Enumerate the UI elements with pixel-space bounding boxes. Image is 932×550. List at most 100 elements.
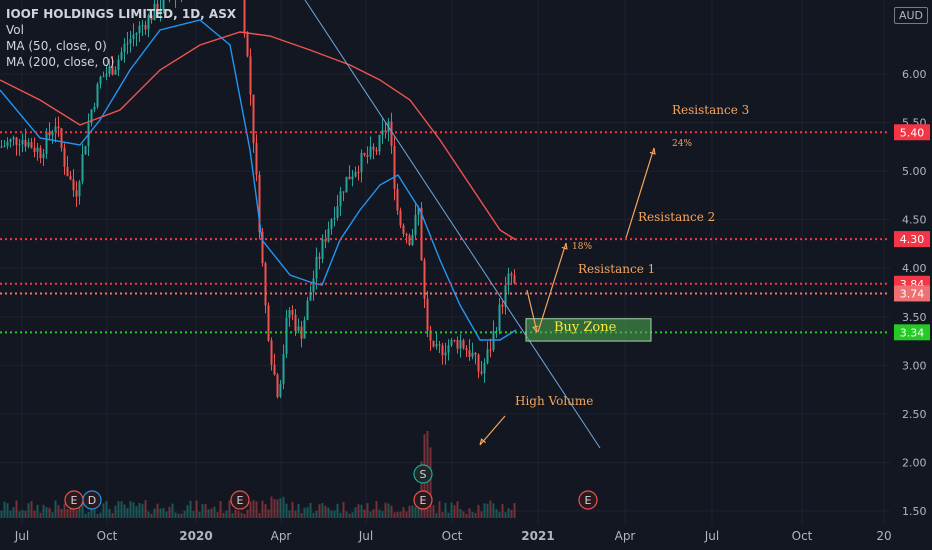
- volume-bar: [435, 513, 438, 518]
- candle-body: [471, 352, 474, 357]
- candle-body: [162, 0, 165, 10]
- candle-body: [54, 126, 57, 133]
- volume-bar: [351, 512, 354, 518]
- volume-bar: [474, 513, 477, 518]
- volume-bar: [486, 503, 489, 518]
- volume-bar: [288, 510, 291, 518]
- volume-bar: [243, 513, 246, 518]
- candle-body: [63, 147, 66, 167]
- volume-bar: [150, 513, 153, 518]
- volume-bar: [513, 503, 516, 518]
- volume-bar: [45, 507, 48, 518]
- candle-body: [270, 340, 273, 365]
- volume-bar: [273, 499, 276, 518]
- candle-body: [318, 256, 321, 259]
- volume-bar: [27, 503, 30, 518]
- candle-body: [345, 176, 348, 193]
- volume-bar: [468, 508, 471, 518]
- candle-body: [30, 142, 33, 148]
- volume-bar: [459, 509, 462, 518]
- annotation-text: 24%: [672, 139, 692, 149]
- price-tick: 3.50: [902, 311, 927, 324]
- volume-bar: [216, 512, 219, 518]
- candle-body: [120, 52, 123, 60]
- moving-averages: [0, 19, 517, 341]
- candle-body: [330, 219, 333, 229]
- candle-body: [99, 76, 102, 84]
- volume-bar: [144, 500, 147, 518]
- volume-bar: [48, 507, 51, 518]
- candle-body: [33, 147, 36, 152]
- candle-body: [297, 326, 300, 331]
- volume-bar: [174, 512, 177, 518]
- candle-body: [0, 146, 3, 148]
- event-marker: [82, 490, 102, 510]
- volume-bar: [318, 504, 321, 518]
- candle-body: [42, 153, 45, 159]
- candle-body: [450, 339, 453, 346]
- volume-bar: [225, 510, 228, 518]
- volume-bar: [366, 503, 369, 518]
- candle-body: [249, 56, 252, 95]
- annotation-text: Resistance 1: [578, 262, 655, 276]
- event-marker-label: E: [420, 494, 427, 507]
- event-marker-label: E: [585, 494, 592, 507]
- volume-bar: [411, 505, 414, 518]
- candle-body: [381, 130, 384, 135]
- volume-bar: [24, 510, 27, 518]
- candle-body: [81, 154, 84, 182]
- volume-bar: [285, 503, 288, 518]
- volume-bar: [390, 505, 393, 518]
- time-axis[interactable]: Jul Oct 2020 Apr Jul Oct 2021 Apr Jul Oct 20: [14, 529, 892, 543]
- volume-bar: [477, 505, 480, 518]
- candle-body: [48, 132, 51, 136]
- time-tick: 20: [876, 529, 891, 543]
- candle-body: [357, 172, 360, 174]
- price-level-label: 5.40: [900, 126, 925, 139]
- candle-body: [393, 145, 396, 189]
- volume-bar: [381, 511, 384, 518]
- arrow-to-resistance3: [625, 147, 655, 239]
- price-tick: 4.00: [902, 262, 927, 275]
- indicator-ma200[interactable]: MA (200, close, 0): [6, 55, 115, 69]
- candle-body: [138, 25, 141, 34]
- price-tick: 6.00: [902, 68, 927, 81]
- time-tick: Jul: [704, 529, 719, 543]
- price-axis[interactable]: 1.502.002.503.003.504.004.505.005.506.00…: [894, 68, 930, 518]
- volume-bar: [183, 510, 186, 518]
- volume-bar: [372, 509, 375, 518]
- volume-bar: [336, 503, 339, 518]
- event-marker: [230, 490, 250, 510]
- volume-bar: [207, 509, 210, 518]
- volume-bar: [264, 504, 267, 518]
- price-level-badge: [894, 285, 930, 302]
- event-markers[interactable]: E D ESE E: [64, 464, 598, 510]
- volume-bar: [222, 512, 225, 518]
- candle-body: [285, 317, 288, 355]
- candle-body: [117, 59, 120, 70]
- volume-bar: [279, 498, 282, 518]
- volume-bar: [501, 504, 504, 518]
- candle-body: [255, 142, 258, 175]
- volume-bar: [168, 506, 171, 518]
- volume-bar: [396, 511, 399, 518]
- indicator-volume[interactable]: Vol: [6, 23, 24, 37]
- arrow-down-to-zone-head: [532, 325, 539, 333]
- annotation-text: High Volume: [515, 394, 593, 408]
- candle-body: [435, 344, 438, 347]
- volume-bar: [195, 500, 198, 518]
- volume-bar: [387, 503, 390, 518]
- price-level-label: 4.30: [900, 233, 925, 246]
- arrow-down-to-zone: [526, 289, 538, 333]
- volume-bar: [408, 505, 411, 518]
- candle-body: [417, 207, 420, 215]
- indicator-ma50[interactable]: MA (50, close, 0): [6, 39, 107, 53]
- volume-bar: [63, 503, 66, 518]
- candle-body: [18, 144, 21, 146]
- candle-body: [15, 137, 18, 145]
- volume-bar: [93, 509, 96, 518]
- currency-badge[interactable]: AUD: [893, 7, 928, 24]
- event-marker: [413, 464, 433, 484]
- symbol-title[interactable]: IOOF HOLDINGS LIMITED, 1D, ASX: [6, 7, 237, 21]
